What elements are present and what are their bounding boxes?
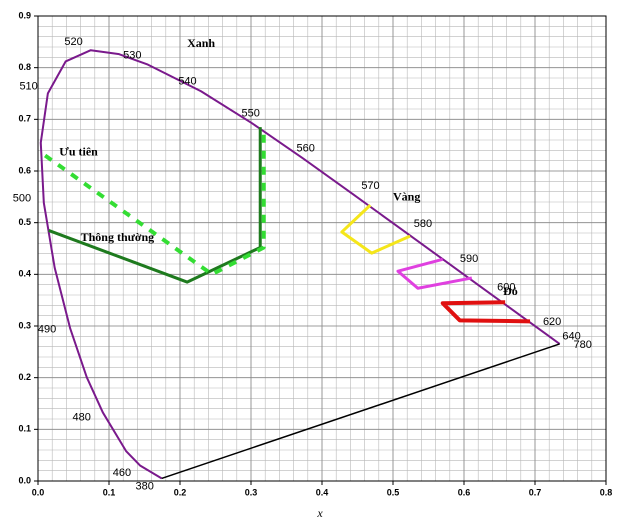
wavelength-label: 530 [123,50,141,62]
x-tick-label: 0.1 [103,487,116,497]
y-tick-label: 0.7 [18,114,31,124]
wavelength-label: 780 [574,339,592,351]
wavelength-label: 560 [296,142,314,154]
series-line [440,300,531,324]
wavelength-label: 520 [64,36,82,48]
wavelength-label: 620 [543,316,561,328]
wavelength-label: 550 [241,107,259,119]
y-tick-label: 0.1 [18,424,31,434]
wavelength-label: 510 [19,80,37,92]
x-axis-label: x [316,506,323,520]
y-tick-label: 0.2 [18,372,31,382]
y-tick-label: 0.9 [18,10,31,20]
y-tick-label: 0.6 [18,165,31,175]
wavelength-label: 480 [72,411,90,423]
wavelength-label: 600 [497,281,515,293]
region-label: Thông thường [81,230,155,244]
wavelength-label: 380 [136,481,154,493]
x-tick-label: 0.4 [316,487,329,497]
y-tick-label: 0.4 [18,269,31,279]
series-line [43,129,266,277]
wavelength-label: 580 [414,218,432,230]
x-tick-label: 0.2 [174,487,187,497]
y-tick-label: 0.3 [18,320,31,330]
y-tick-label: 0.0 [18,475,31,485]
x-tick-label: 0.6 [458,487,471,497]
series-line [39,49,561,480]
wavelength-label: 570 [361,180,379,192]
region-label: Vàng [393,190,420,204]
series-line [340,204,411,255]
x-tick-label: 0.7 [529,487,542,497]
wavelength-label: 500 [13,192,31,204]
x-tick-label: 0.8 [600,487,613,497]
series-line [48,127,262,284]
series-line [161,343,560,480]
series-line [396,257,473,290]
wavelength-label: 490 [38,323,56,335]
wavelength-label: 460 [113,467,131,479]
region-label: Xanh [187,36,215,50]
wavelength-label: 640 [562,331,580,343]
wavelength-label: 540 [178,76,196,88]
x-tick-label: 0.3 [245,487,258,497]
x-tick-label: 0.5 [387,487,400,497]
x-tick-label: 0.0 [32,487,45,497]
region-label: Đỏ [503,284,518,298]
region-label: Ưu tiên [59,145,98,159]
wavelength-label: 590 [460,253,478,265]
y-tick-label: 0.5 [18,217,31,227]
plot-frame [37,15,607,482]
y-tick-label: 0.8 [18,62,31,72]
